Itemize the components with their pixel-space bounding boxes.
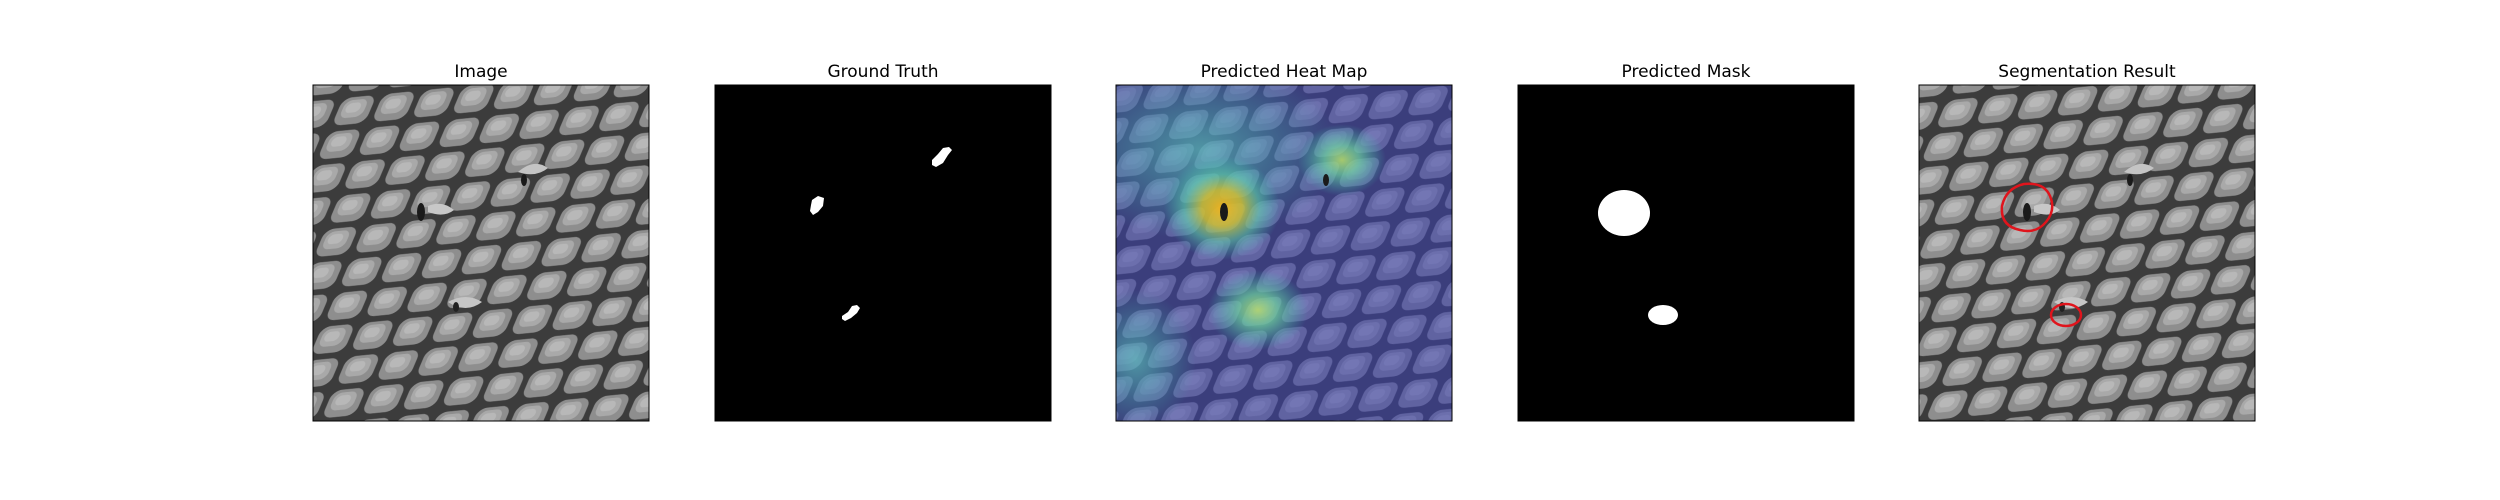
- mask-background: [715, 85, 1051, 421]
- gt-region: [810, 196, 824, 215]
- mesh-segmentation: [1919, 85, 2255, 421]
- predicted-region: [1648, 305, 1678, 325]
- defect-spot: [521, 174, 527, 186]
- gt-region: [932, 147, 952, 167]
- panel-title-segmentation: Segmentation Result: [1998, 62, 2176, 82]
- mesh-image: [313, 85, 649, 421]
- predicted-region: [1598, 190, 1650, 236]
- defect-spot: [518, 163, 548, 175]
- panel-title-image: Image: [454, 62, 507, 82]
- panel-title-heatmap: Predicted Heat Map: [1201, 62, 1368, 82]
- defect-spot: [428, 203, 454, 215]
- defect-spot: [417, 203, 425, 221]
- panel-heatmap: Predicted Heat Map: [1115, 62, 1453, 422]
- panel-frame: [1918, 84, 2256, 422]
- panel-frame: [1517, 84, 1855, 422]
- panel-segmentation: Segmentation Result: [1918, 62, 2256, 422]
- contour-red: [2049, 302, 2083, 328]
- panel-frame: [1115, 84, 1453, 422]
- contour-red: [2000, 182, 2054, 233]
- panel-mask: Predicted Mask: [1517, 62, 1855, 422]
- panel-frame: [312, 84, 650, 422]
- heat-hotspot: [1208, 270, 1308, 350]
- panel-image: Image: [312, 62, 650, 422]
- defect-spot: [453, 302, 459, 312]
- gt-region: [842, 305, 860, 321]
- heat-hotspot: [1298, 124, 1386, 196]
- panel-title-ground-truth: Ground Truth: [827, 62, 938, 82]
- panel-ground-truth: Ground Truth: [714, 62, 1052, 422]
- mask-background: [1518, 85, 1854, 421]
- panel-title-mask: Predicted Mask: [1622, 62, 1751, 82]
- panel-frame: [714, 84, 1052, 422]
- heatmap-overlay: [1116, 85, 1452, 421]
